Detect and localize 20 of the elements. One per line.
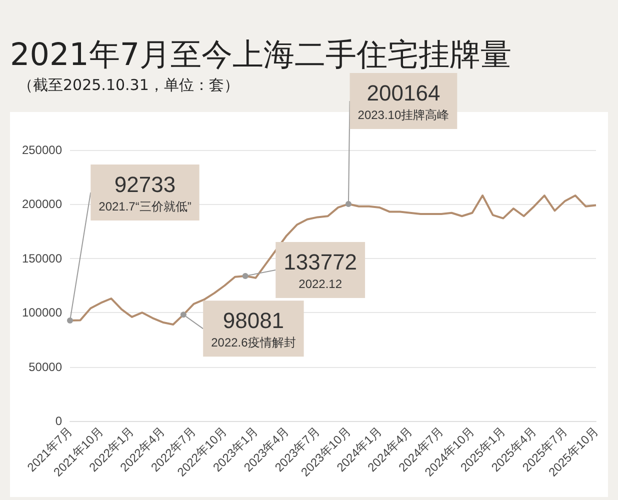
y-tick-label: 100000 (22, 306, 62, 320)
point (345, 201, 352, 208)
y-tick-label: 250000 (22, 143, 62, 157)
y-tick-label: 150000 (22, 251, 62, 266)
annotation: 2021.7“三价就低” (98, 199, 192, 214)
point (67, 317, 73, 324)
point (180, 312, 186, 318)
chart-title: 2021年7月至今上海二手住宅挂牌量 (10, 36, 512, 75)
annotation: 2022.12 (298, 276, 342, 291)
chart-subtitle: （截至2025.10.31，单位：套） (18, 76, 239, 95)
annotation: 2023.10挂牌高峰 (358, 108, 450, 122)
data-label: 92733 (114, 172, 176, 197)
data-label: 133772 (284, 249, 358, 274)
data-label: 200164 (366, 80, 440, 106)
data-label: 98081 (222, 308, 284, 334)
y-tick-label: 50000 (28, 360, 62, 374)
point (242, 272, 248, 279)
annotation: 2022.6疫情解封 (211, 336, 296, 350)
y-tick-label: 0 (55, 414, 62, 428)
y-tick-label: 200000 (22, 197, 62, 212)
